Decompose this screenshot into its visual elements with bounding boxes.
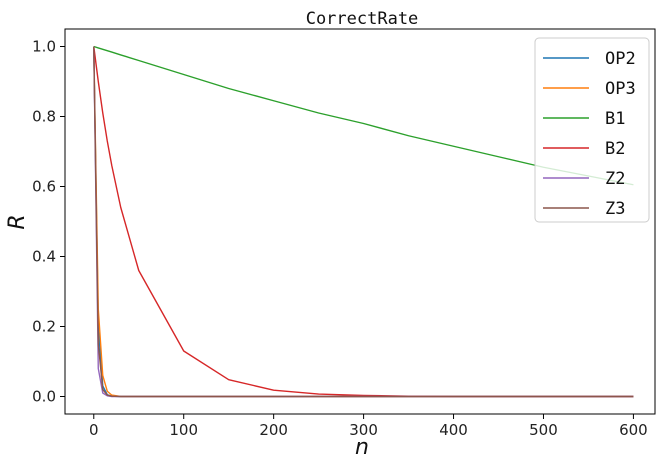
x-tick-label: 400	[439, 421, 468, 439]
y-tick-label: 0.4	[32, 248, 56, 266]
legend-label-op3: OP3	[605, 79, 636, 99]
x-tick-label: 200	[259, 421, 288, 439]
legend-label-op2: OP2	[605, 49, 636, 69]
legend-label-z2: Z2	[605, 169, 625, 189]
y-axis: 0.0 0.2 0.4 0.6 0.8 1.0	[32, 38, 65, 406]
y-tick-label: 0.6	[32, 178, 56, 196]
y-tick-label: 0.8	[32, 108, 56, 126]
x-tick-label: 500	[529, 421, 558, 439]
y-tick-label: 0.0	[32, 388, 56, 406]
y-axis-label: R	[5, 214, 30, 229]
x-axis-label: n	[355, 435, 369, 457]
y-tick-label: 1.0	[32, 38, 56, 56]
x-tick-label: 0	[89, 421, 99, 439]
chart-title: CorrectRate	[306, 9, 419, 29]
x-tick-label: 100	[169, 421, 198, 439]
legend-label-b2: B2	[605, 139, 625, 159]
y-tick-label: 0.2	[32, 318, 56, 336]
legend-label-b1: B1	[605, 109, 625, 129]
legend: OP2 OP3 B1 B2 Z2 Z3	[535, 38, 649, 222]
legend-label-z3: Z3	[605, 199, 625, 219]
x-tick-label: 600	[619, 421, 648, 439]
